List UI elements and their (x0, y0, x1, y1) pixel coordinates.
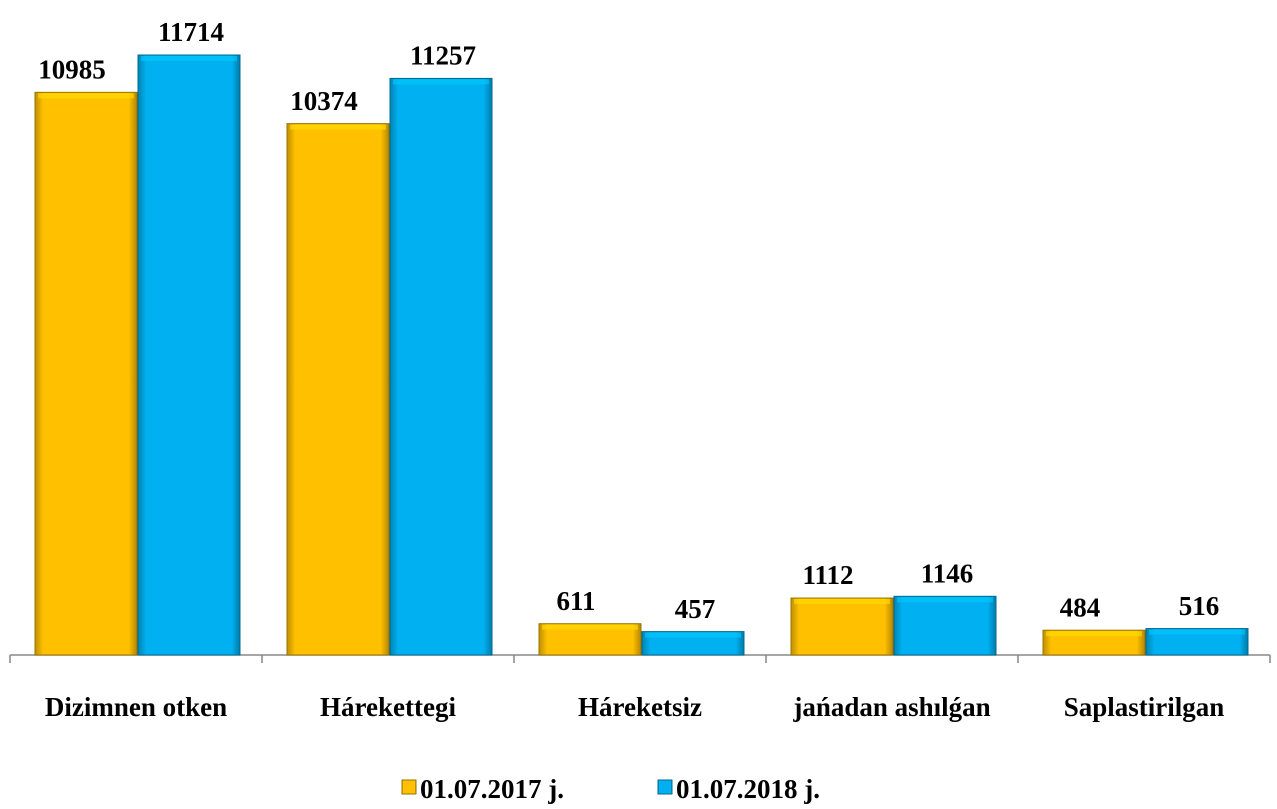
bar-bevel (1046, 631, 1142, 637)
x-tick-label: Háreketsiz (578, 692, 702, 722)
data-label: 1146 (921, 559, 974, 589)
data-label: 516 (1179, 591, 1220, 621)
bar-bevel (141, 56, 237, 61)
x-tick-label: jańadan ashılǵan (792, 692, 990, 722)
data-label: 10985 (38, 55, 106, 85)
x-tick-label: Saplastirilgan (1064, 692, 1225, 722)
bar-bevel (794, 599, 890, 605)
bar-bevel (645, 632, 741, 638)
data-label: 11257 (410, 41, 476, 71)
bar (893, 595, 997, 656)
data-label: 1112 (802, 560, 853, 590)
bar (34, 91, 138, 656)
data-label: 10374 (290, 86, 358, 116)
data-label: 484 (1060, 592, 1101, 622)
x-tick-label: Dizimnen otken (45, 692, 227, 722)
legend-label: 01.07.2018 j. (676, 774, 820, 804)
legend-marker (657, 779, 673, 795)
data-label: 457 (675, 594, 716, 624)
bar-bevel (542, 624, 638, 630)
bar-bevel (290, 124, 386, 130)
legend-marker (401, 779, 417, 795)
bar (137, 54, 241, 656)
bar-bevel (38, 93, 134, 99)
bar-bevel (897, 597, 993, 603)
x-tick-label: Hárekettegi (320, 692, 456, 722)
bar-bevel (393, 79, 489, 85)
data-label: 611 (556, 586, 595, 616)
bar (389, 77, 493, 656)
legend-label: 01.07.2017 j. (420, 774, 564, 804)
bar-bevel (1149, 629, 1245, 635)
bar (286, 123, 390, 656)
data-label: 11714 (158, 17, 224, 47)
bar (790, 597, 894, 656)
